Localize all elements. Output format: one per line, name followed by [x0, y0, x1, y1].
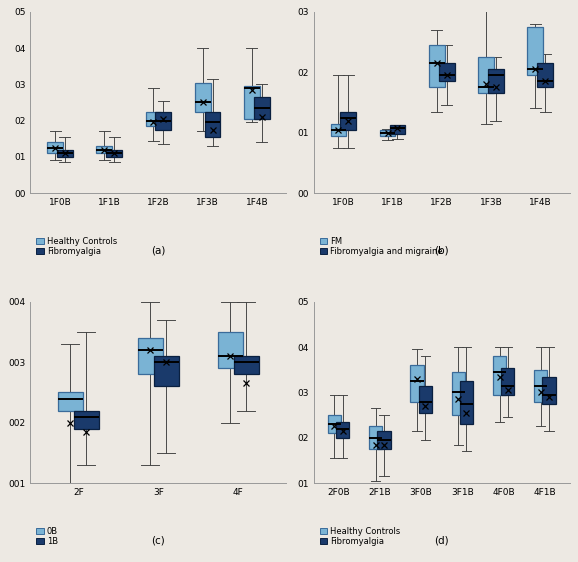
Bar [493, 356, 506, 395]
Bar [418, 386, 432, 413]
Bar [58, 392, 83, 411]
Bar [410, 365, 424, 401]
Bar [138, 338, 163, 374]
X-axis label: (d): (d) [435, 536, 449, 546]
Bar [501, 368, 514, 395]
Bar [439, 63, 454, 81]
Bar [205, 111, 220, 137]
X-axis label: (a): (a) [151, 246, 165, 256]
X-axis label: (c): (c) [151, 536, 165, 546]
Bar [390, 125, 405, 134]
Bar [328, 415, 341, 433]
Bar [254, 97, 269, 119]
Bar [195, 83, 210, 111]
Bar [57, 149, 73, 157]
Bar [537, 63, 553, 87]
Bar [244, 86, 260, 119]
Bar [534, 370, 547, 401]
Bar [369, 427, 382, 449]
Legend: Healthy Controls, Fibromyalgia: Healthy Controls, Fibromyalgia [318, 525, 402, 548]
Legend: FM, Fibromyalgia and migraine: FM, Fibromyalgia and migraine [318, 235, 444, 258]
Bar [527, 27, 543, 75]
Bar [146, 111, 161, 126]
Legend: Healthy Controls, Fibromyalgia: Healthy Controls, Fibromyalgia [35, 235, 118, 258]
Bar [542, 377, 555, 404]
Bar [336, 422, 349, 438]
Bar [154, 356, 179, 387]
Bar [155, 111, 171, 130]
Bar [460, 381, 473, 424]
X-axis label: (b): (b) [435, 246, 449, 256]
Bar [478, 57, 494, 93]
Bar [331, 124, 346, 135]
Bar [377, 431, 391, 449]
Bar [97, 146, 112, 153]
Bar [488, 69, 504, 93]
Bar [340, 111, 356, 130]
Bar [234, 356, 259, 374]
Bar [47, 142, 63, 153]
Legend: 0B, 1B: 0B, 1B [35, 525, 60, 548]
Bar [217, 332, 243, 368]
Bar [380, 130, 395, 136]
Bar [429, 45, 444, 87]
Bar [106, 149, 122, 157]
Bar [451, 372, 465, 415]
Bar [73, 411, 99, 429]
